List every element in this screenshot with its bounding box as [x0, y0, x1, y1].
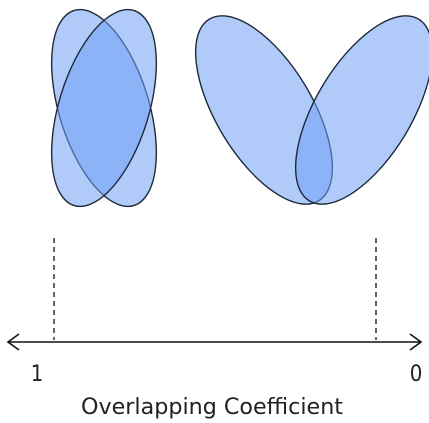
left-arrowhead: [6, 333, 20, 351]
overlap-axis: [6, 333, 423, 351]
axis-left-label: 1: [31, 362, 44, 387]
ellipse-right-b: [294, 15, 429, 205]
axis-right-label: 0: [410, 362, 423, 387]
axis-title: Overlapping Coefficient: [81, 395, 343, 420]
ellipse-left-b: [50, 8, 158, 208]
high-overlap-example: [50, 8, 158, 208]
low-overlap-example: [194, 15, 429, 205]
right-arrowhead: [409, 333, 423, 351]
